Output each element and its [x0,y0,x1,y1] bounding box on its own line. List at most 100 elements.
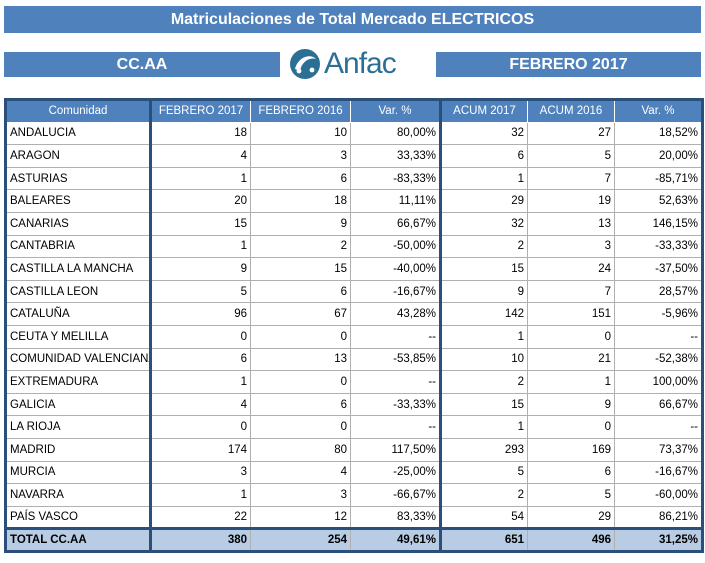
value-cell: 9 [149,257,251,281]
region-name-cell: CANTABRIA [5,234,151,259]
total-value-cell: 496 [527,527,615,552]
value-cell: 19 [527,189,615,213]
total-value-cell: 380 [149,527,251,552]
region-name-cell: CEUTA Y MELILLA [5,324,151,349]
total-row: TOTAL CC.AA 380 254 49,61% 651 496 31,25% [5,527,703,552]
table-header-row: Comunidad FEBRERO 2017 FEBRERO 2016 Var. % A… [5,99,703,123]
value-cell: 96 [149,302,251,326]
value-cell: 0 [527,324,615,349]
table-row: BALEARES 20 18 11,11% 29 19 52,63% [5,189,703,213]
value-cell: 43,28% [350,302,441,326]
value-cell: 3 [250,483,351,507]
region-name-cell: COMUNIDAD VALENCIANA [5,347,151,372]
value-cell: 9 [527,392,615,417]
value-cell: 27 [527,121,615,146]
value-cell: 6 [527,460,615,485]
column-header: Var. % [614,99,703,123]
region-name-cell: MADRID [5,437,151,462]
value-cell: 20,00% [614,144,703,168]
value-cell: 21 [527,347,615,372]
total-label-cell: TOTAL CC.AA [5,527,151,552]
value-cell: 6 [250,166,351,191]
value-cell: 4 [149,392,251,417]
value-cell: 80 [250,437,351,462]
value-cell: 11,11% [350,189,441,213]
value-cell: 32 [439,211,528,236]
value-cell: 10 [439,347,528,372]
value-cell: 15 [250,257,351,281]
value-cell: 9 [250,211,351,236]
value-cell: 13 [527,211,615,236]
value-cell: 5 [527,144,615,168]
table-row: CANARIAS 15 9 66,67% 32 13 146,15% [5,211,703,236]
table-row: GALICIA 4 6 -33,33% 15 9 66,67% [5,392,703,417]
value-cell: 1 [149,483,251,507]
table-row: MURCIA 3 4 -25,00% 5 6 -16,67% [5,460,703,485]
total-value-cell: 254 [250,527,351,552]
value-cell: 151 [527,302,615,326]
value-cell: 100,00% [614,370,703,394]
region-name-cell: CASTILLA LA MANCHA [5,257,151,281]
value-cell: -- [614,415,703,439]
value-cell: 29 [439,189,528,213]
value-cell: 13 [250,347,351,372]
total-value-cell: 31,25% [614,527,703,552]
value-cell: 1 [149,166,251,191]
region-name-cell: ASTURIAS [5,166,151,191]
table-row: CEUTA Y MELILLA 0 0 -- 1 0 -- [5,324,703,349]
value-cell: 3 [527,234,615,259]
value-cell: 80,00% [350,121,441,146]
value-cell: 32 [439,121,528,146]
value-cell: -60,00% [614,483,703,507]
region-name-cell: CATALUÑA [5,302,151,326]
value-cell: -40,00% [350,257,441,281]
value-cell: -25,00% [350,460,441,485]
value-cell: 1 [149,370,251,394]
table-row: MADRID 174 80 117,50% 293 169 73,37% [5,437,703,462]
value-cell: -37,50% [614,257,703,281]
value-cell: 1 [439,415,528,439]
value-cell: 10 [250,121,351,146]
value-cell: 15 [439,392,528,417]
value-cell: 7 [527,166,615,191]
value-cell: 12 [250,505,351,530]
table-row: CASTILLA LEON 5 6 -16,67% 9 7 28,57% [5,279,703,304]
region-name-cell: MURCIA [5,460,151,485]
table-row: ASTURIAS 1 6 -83,33% 1 7 -85,71% [5,166,703,191]
region-name-cell: CASTILLA LEON [5,279,151,304]
value-cell: 0 [527,415,615,439]
total-value-cell: 49,61% [350,527,441,552]
region-name-cell: PAÍS VASCO [5,505,151,530]
table-row: EXTREMADURA 1 0 -- 2 1 100,00% [5,370,703,394]
value-cell: 3 [250,144,351,168]
value-cell: 4 [250,460,351,485]
value-cell: 20 [149,189,251,213]
value-cell: -50,00% [350,234,441,259]
value-cell: 86,21% [614,505,703,530]
value-cell: 174 [149,437,251,462]
value-cell: 1 [439,324,528,349]
table-row: ANDALUCIA 18 10 80,00% 32 27 18,52% [5,121,703,146]
column-header: Comunidad [5,99,151,123]
value-cell: -5,96% [614,302,703,326]
table-row: CASTILLA LA MANCHA 9 15 -40,00% 15 24 -37,50% [5,257,703,281]
period-header: FEBRERO 2017 [436,52,701,77]
column-header: FEBRERO 2017 [149,99,251,123]
value-cell: -52,38% [614,347,703,372]
column-header: Var. % [350,99,441,123]
region-name-cell: NAVARRA [5,483,151,507]
value-cell: 6 [250,279,351,304]
value-cell: 1 [527,370,615,394]
value-cell: 2 [439,234,528,259]
value-cell: 9 [439,279,528,304]
value-cell: 1 [439,166,528,191]
region-name-cell: CANARIAS [5,211,151,236]
value-cell: -53,85% [350,347,441,372]
table-row: CATALUÑA 96 67 43,28% 142 151 -5,96% [5,302,703,326]
region-name-cell: GALICIA [5,392,151,417]
region-name-cell: ARAGON [5,144,151,168]
table-row: PAÍS VASCO 22 12 83,33% 54 29 86,21% [5,505,703,530]
value-cell: 83,33% [350,505,441,530]
value-cell: 1 [149,234,251,259]
value-cell: -- [614,324,703,349]
